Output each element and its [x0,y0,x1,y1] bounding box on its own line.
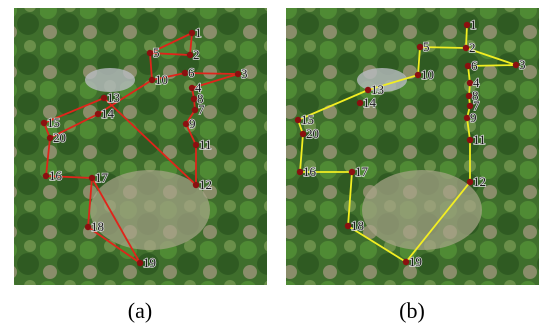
waypoint-label: 6 [188,65,195,80]
waypoint-label: 1 [470,17,477,32]
panel-a [14,8,267,285]
waypoint-label: 9 [189,116,196,131]
waypoint-label: 3 [519,57,526,72]
figure: (a) (b) 12345678910111213141516171819201… [0,0,539,327]
waypoint-label: 9 [470,110,477,125]
waypoint-label: 19 [409,254,422,269]
waypoint-label: 5 [423,39,430,54]
waypoint-label: 15 [47,115,60,130]
caption: (a) [128,298,152,323]
waypoint-label: 20 [53,130,66,145]
waypoint-label: 12 [199,177,212,192]
panel-b [286,8,539,285]
caption: (b) [399,298,425,323]
waypoint-label: 16 [49,168,63,183]
waypoint-label: 1 [195,25,202,40]
waypoint-label: 17 [95,170,109,185]
waypoint-label: 11 [199,137,212,152]
waypoint-label: 8 [197,91,204,106]
clearing [85,68,135,92]
waypoint-label: 14 [101,106,115,121]
waypoint-label: 14 [363,95,377,110]
clearing [362,170,482,250]
waypoint-label: 2 [193,47,200,62]
waypoint-label: 12 [473,174,486,189]
waypoint-label: 16 [303,164,317,179]
waypoint-label: 11 [473,132,486,147]
waypoint-label: 18 [351,218,364,233]
waypoint-label: 19 [143,255,156,270]
waypoint-label: 15 [301,112,314,127]
waypoint-label: 6 [471,58,478,73]
waypoint-label: 13 [107,90,120,105]
waypoint-label: 17 [355,164,369,179]
waypoint-label: 18 [91,219,104,234]
waypoint-label: 3 [241,66,248,81]
waypoint-label: 10 [421,67,434,82]
waypoint-label: 2 [469,40,476,55]
waypoint-label: 8 [472,88,479,103]
waypoint-label: 5 [153,45,160,60]
waypoint-label: 20 [306,126,319,141]
waypoint-label: 10 [155,72,168,87]
